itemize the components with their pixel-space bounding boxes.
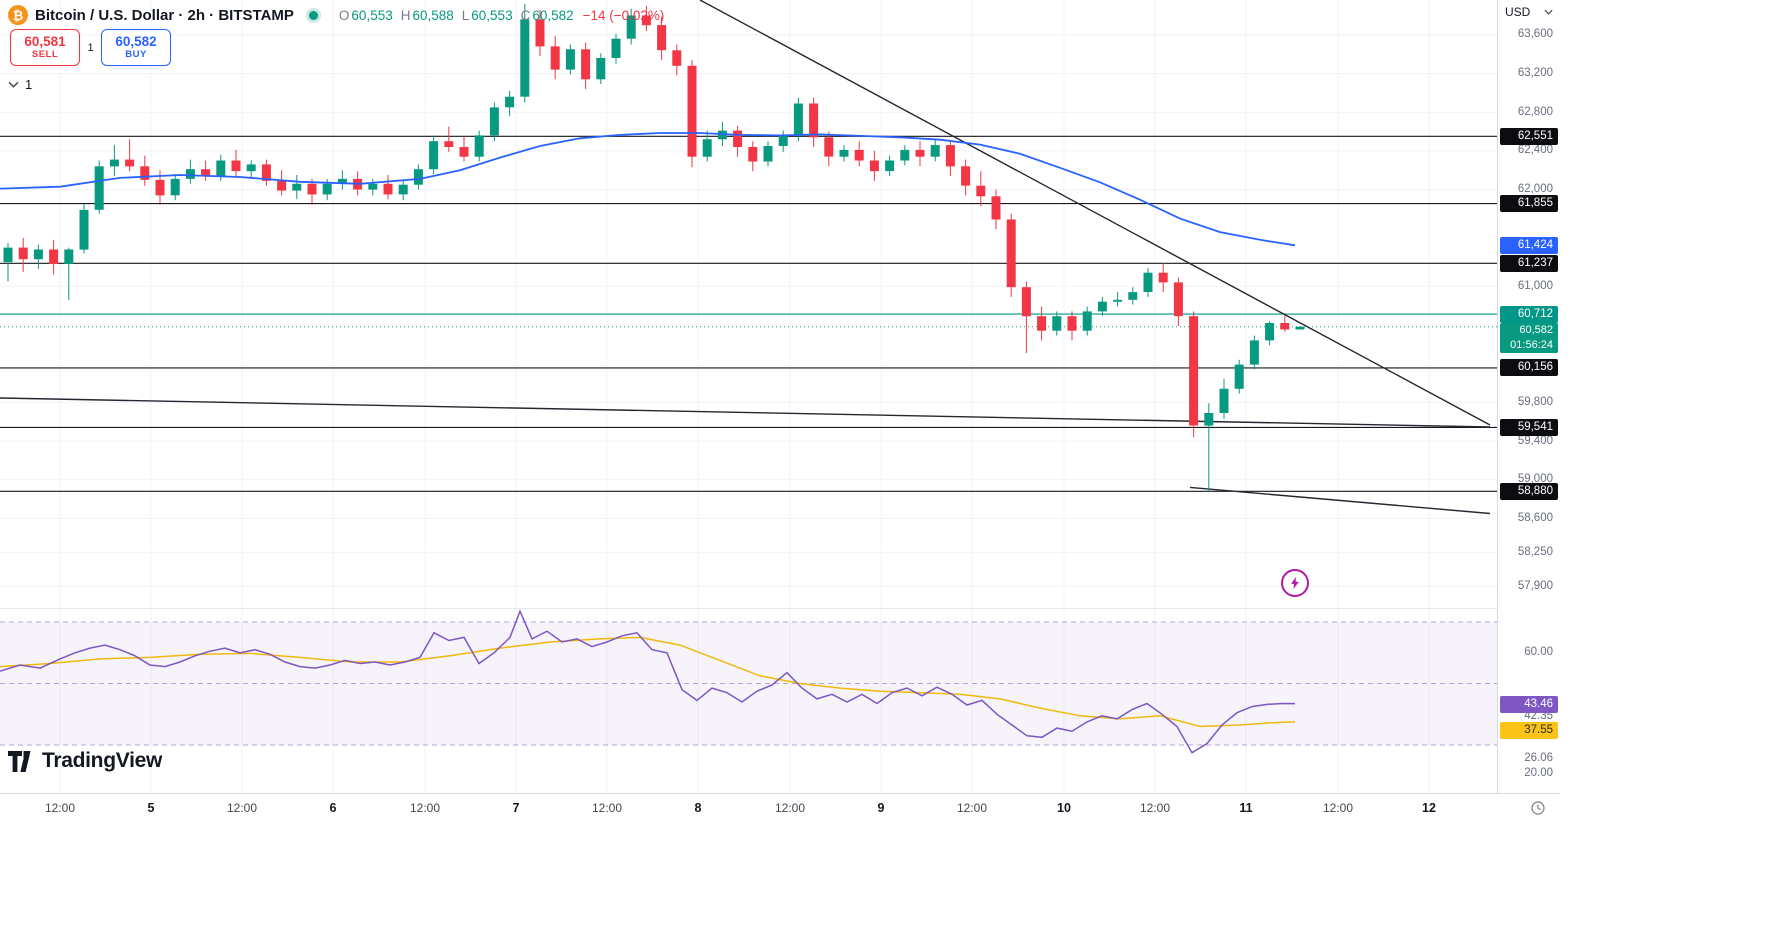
chart-header: ₿ Bitcoin / U.S. Dollar · 2h · BITSTAMP … [8, 5, 664, 25]
low-label: L [461, 7, 470, 23]
indicator-axis-label: 20.00 [1524, 766, 1553, 779]
ohlc-readout: O 60,553 H 60,588 L 60,553 C 60,582 −14 … [333, 8, 665, 23]
tradingview-logo[interactable]: TradingView [8, 749, 162, 773]
price-level-label: 62,551 [1500, 127, 1558, 145]
indicator-axis-label: 42.35 [1524, 709, 1553, 722]
price-level-label: 60,712 [1500, 305, 1558, 323]
time-axis-label: 11 [1239, 801, 1253, 815]
time-axis-label: 12:00 [1322, 801, 1354, 815]
price-level-label: 60,156 [1500, 359, 1558, 377]
buy-sell-widget: 60,581 SELL 1 60,582 BUY [10, 29, 171, 66]
change-value: −14 (−0.02%) [582, 7, 665, 23]
buy-button[interactable]: 60,582 BUY [101, 29, 171, 66]
pane-divider[interactable] [0, 608, 1560, 609]
price-axis-label: 62,000 [1517, 183, 1553, 196]
open-value: 60,553 [351, 7, 393, 23]
time-axis-label: 10 [1057, 801, 1071, 815]
price-axis-label: 57,900 [1517, 579, 1553, 592]
buy-price: 60,582 [115, 34, 157, 50]
time-axis-label: 12:00 [774, 801, 806, 815]
time-axis[interactable]: 12:00 5 12:00 6 12:00 7 12:00 8 12:00 9 12:00 10 12:… [0, 793, 1560, 822]
currency-selector[interactable]: USD [1498, 5, 1560, 19]
time-axis-label: 12:00 [226, 801, 258, 815]
interval-value: 1 [25, 77, 33, 92]
price-axis-label: 61,000 [1517, 279, 1553, 292]
price-axis-label: 58,250 [1517, 545, 1553, 558]
indicator-value-label: 43.46 [1500, 695, 1558, 713]
time-axis-label: 9 [877, 801, 885, 815]
price-axis-label: 59,000 [1517, 473, 1553, 486]
time-axis-label: 6 [329, 801, 337, 815]
market-status-icon[interactable] [308, 10, 318, 20]
ma-price-label: 61,424 [1500, 236, 1558, 254]
bitcoin-icon: ₿ [8, 5, 28, 25]
price-level-label: 61,855 [1500, 195, 1558, 213]
countdown-timer: 01:56:24 [1510, 338, 1553, 351]
chevron-down-icon [1544, 9, 1553, 15]
high-value: 60,588 [412, 7, 454, 23]
chart-gridlines [0, 0, 1497, 793]
time-axis-label: 12:00 [956, 801, 988, 815]
rsi-line[interactable] [0, 609, 1296, 754]
price-axis-label: 63,200 [1517, 67, 1553, 79]
chart-container: ₿ Bitcoin / U.S. Dollar · 2h · BITSTAMP … [0, 0, 1560, 822]
candlestick-chart[interactable] [0, 0, 1497, 793]
sell-price: 60,581 [24, 34, 66, 50]
price-axis-label: 59,800 [1517, 395, 1553, 408]
lightning-button[interactable] [1281, 569, 1309, 597]
price-axis-label: 62,400 [1517, 144, 1553, 157]
price-axis-label: 58,600 [1517, 511, 1553, 524]
high-label: H [400, 7, 411, 23]
clock-icon[interactable] [1530, 800, 1546, 816]
ma-line[interactable] [0, 132, 1296, 247]
price-level-label: 58,880 [1500, 482, 1558, 500]
lightning-icon [1291, 576, 1299, 590]
rsi-ma-line[interactable] [0, 636, 1296, 728]
last-price-label: 60,582 01:56:24 [1500, 322, 1558, 353]
currency-label: USD [1505, 5, 1531, 19]
tradingview-logo-text: TradingView [42, 749, 163, 772]
price-axis-label: 63,600 [1517, 28, 1553, 41]
horizontal-level-lines[interactable] [0, 135, 1497, 492]
time-axis-label: 7 [512, 801, 520, 815]
indicator-axis-label: 26.06 [1524, 751, 1553, 764]
time-axis-label: 8 [694, 801, 702, 815]
indicator-axis-label: 60.00 [1524, 645, 1553, 658]
time-axis-label: 12:00 [591, 801, 623, 815]
price-level-label: 61,237 [1500, 254, 1558, 272]
time-axis-label: 12:00 [44, 801, 76, 815]
price-level-label: 59,541 [1500, 418, 1558, 436]
candles[interactable] [3, 3, 1305, 492]
time-axis-label: 12 [1422, 801, 1436, 815]
tradingview-logo-icon [8, 750, 31, 772]
sell-label: SELL [31, 48, 59, 60]
price-axis-label: 62,800 [1517, 105, 1553, 118]
open-label: O [338, 7, 350, 23]
time-axis-label: 12:00 [1139, 801, 1171, 815]
chevron-down-icon [8, 81, 19, 88]
time-axis-label: 12:00 [409, 801, 441, 815]
low-value: 60,553 [471, 7, 513, 23]
close-label: C [520, 7, 531, 23]
sell-button[interactable]: 60,581 SELL [10, 29, 80, 66]
trendlines[interactable] [0, 0, 1491, 515]
price-axis-label: 59,400 [1517, 434, 1553, 447]
close-value: 60,582 [532, 7, 574, 23]
price-axis[interactable]: USD 63,600 63,200 62,800 62,400 62,000 61,000… [1497, 0, 1560, 793]
interval-dropdown[interactable]: 1 [8, 77, 32, 92]
rsi-band [0, 621, 1497, 746]
time-axis-label: 5 [147, 801, 155, 815]
buy-label: BUY [125, 48, 147, 60]
last-price-value: 60,582 [1519, 323, 1553, 336]
indicator-value-label: 37.55 [1500, 721, 1558, 739]
symbol-title[interactable]: Bitcoin / U.S. Dollar · 2h · BITSTAMP [35, 6, 294, 24]
spread-value: 1 [87, 41, 94, 54]
